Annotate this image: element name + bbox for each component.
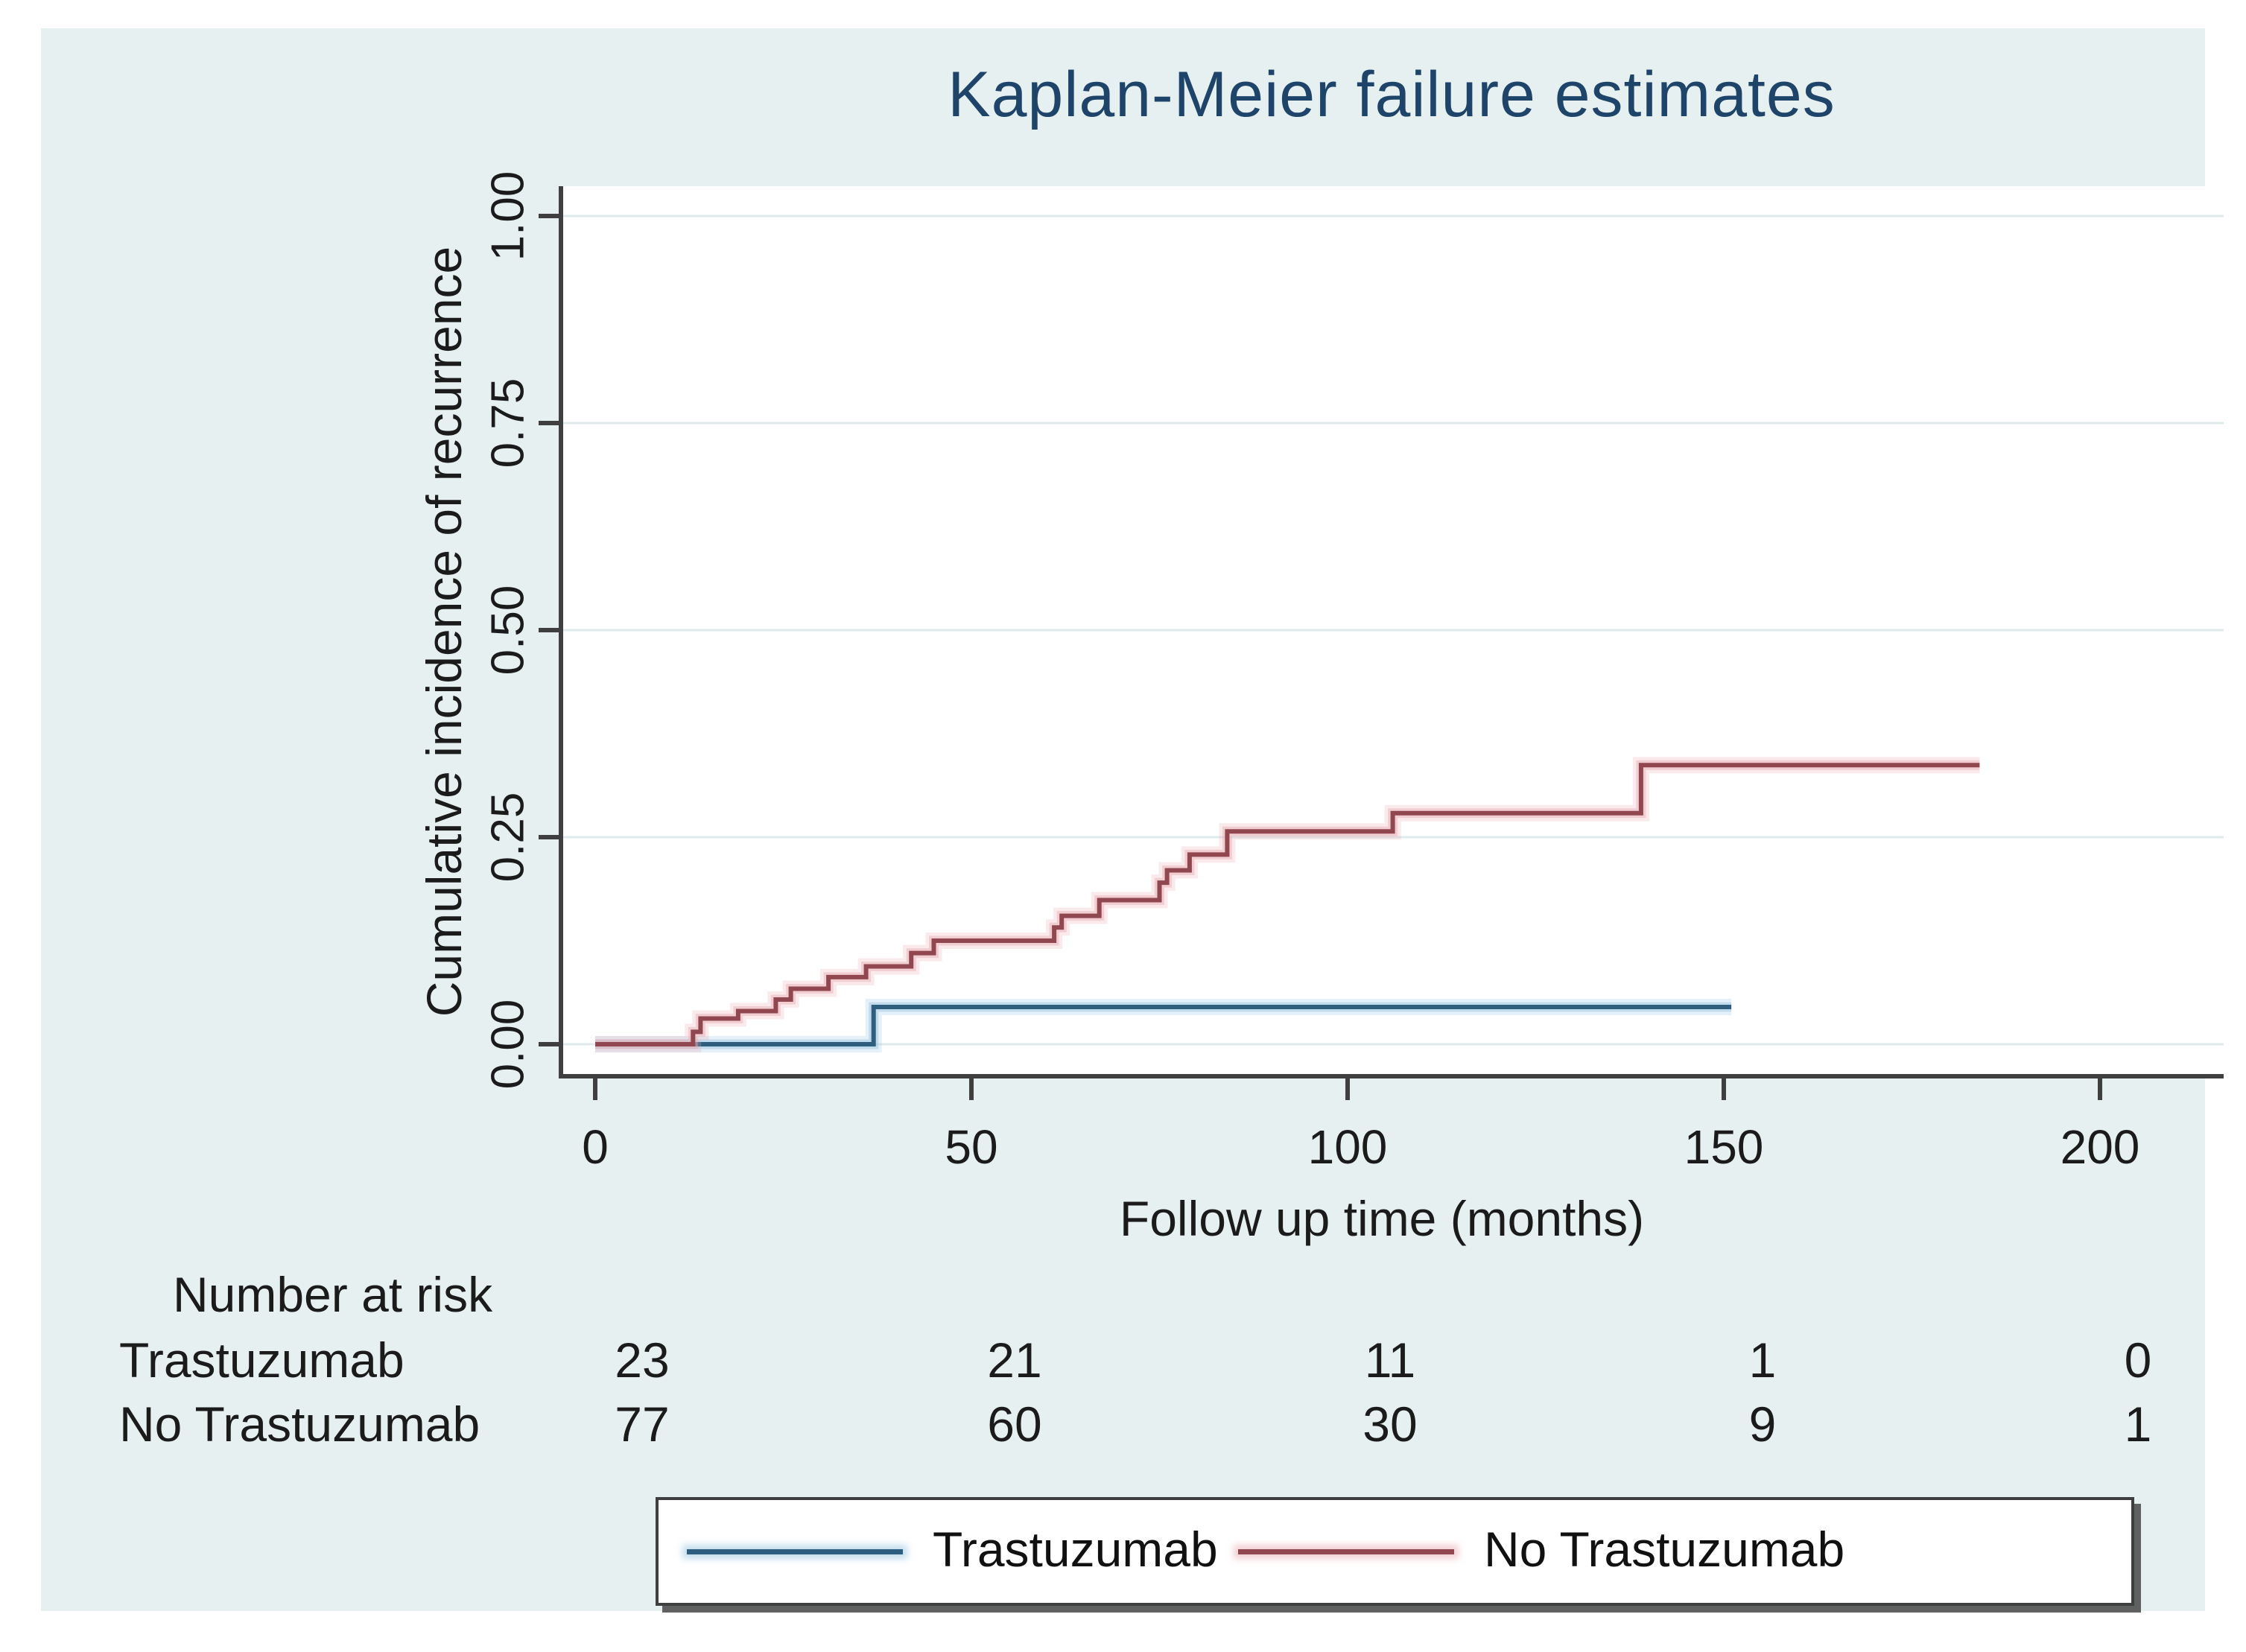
risk-row-no-trastuzumab: No Trastuzumab 77 60 30 9 1: [0, 1396, 2246, 1452]
risk-row-label: No Trastuzumab: [119, 1397, 480, 1452]
y-tick-label: 1.00: [483, 171, 534, 261]
y-axis-title: Cumulative incidence of recurrence: [416, 246, 472, 1017]
risk-value: 21: [987, 1332, 1042, 1388]
no-trastuzumab-line-sample: [1238, 1549, 1454, 1554]
risk-value: 23: [615, 1332, 670, 1388]
x-tick-label: 50: [945, 1120, 997, 1174]
risk-value: 77: [615, 1397, 670, 1452]
x-tick-label: 150: [1684, 1120, 1764, 1174]
x-axis-title: Follow up time (months): [1119, 1191, 1645, 1246]
risk-value: 11: [1364, 1332, 1416, 1388]
number-at-risk-header: Number at risk: [173, 1267, 493, 1322]
risk-value: 30: [1362, 1397, 1418, 1452]
risk-value: 9: [1748, 1397, 1777, 1452]
legend-box: Trastuzumab No Trastuzumab: [656, 1497, 2134, 1606]
series-1-line: [595, 763, 1980, 1046]
chart-title: Kaplan-Meier failure estimates: [948, 59, 1836, 130]
y-tick-label: 0.75: [483, 378, 534, 468]
risk-value: 60: [987, 1397, 1042, 1452]
risk-value: 1: [2124, 1397, 2152, 1452]
series-0-line: [595, 1004, 1732, 1046]
risk-value: 0: [2124, 1332, 2152, 1388]
y-tick-label: 0.00: [483, 1000, 534, 1090]
y-tick-label: 0.25: [483, 792, 534, 883]
y-tick-label: 0.50: [483, 585, 534, 676]
x-tick-label: 0: [582, 1120, 609, 1174]
risk-row-label: Trastuzumab: [119, 1332, 405, 1388]
risk-row-trastuzumab: Trastuzumab 23 21 11 1 0: [0, 1332, 2246, 1388]
x-tick-label: 200: [2061, 1120, 2140, 1174]
legend-label-no-trastuzumab: No Trastuzumab: [1484, 1522, 1845, 1577]
x-tick-label: 100: [1308, 1120, 1388, 1174]
trastuzumab-line-sample: [687, 1549, 903, 1554]
legend-label-trastuzumab: Trastuzumab: [933, 1522, 1218, 1577]
risk-value: 1: [1748, 1332, 1777, 1388]
